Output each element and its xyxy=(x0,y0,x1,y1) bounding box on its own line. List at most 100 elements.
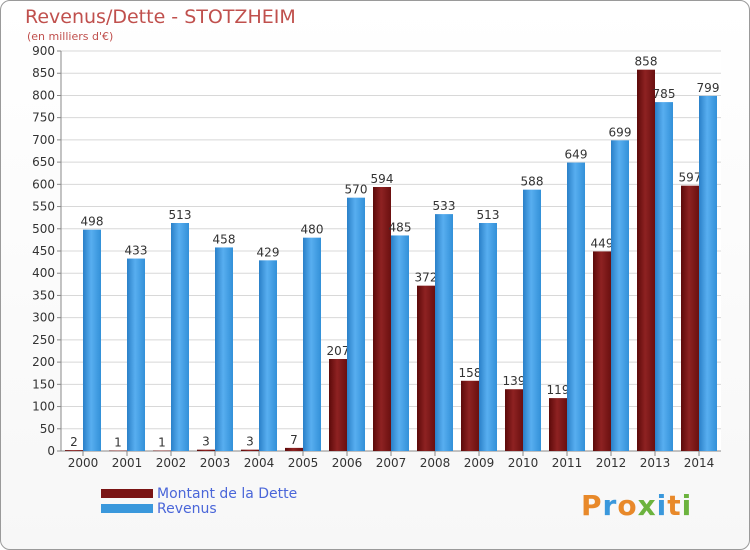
y-tick-label: 750 xyxy=(32,111,55,125)
data-label-revenus: 533 xyxy=(433,199,456,213)
data-label-dette: 594 xyxy=(371,172,394,186)
bar-revenus xyxy=(699,95,717,451)
y-tick-label: 300 xyxy=(32,311,55,325)
logo-letter: i xyxy=(681,489,693,522)
y-tick-label: 100 xyxy=(32,400,55,414)
bar-revenus xyxy=(83,229,101,451)
x-tick-label: 2009 xyxy=(464,456,495,470)
data-label-revenus: 513 xyxy=(477,208,500,222)
y-tick-label: 600 xyxy=(32,177,55,191)
data-label-revenus: 785 xyxy=(653,87,676,101)
x-tick-label: 2002 xyxy=(156,456,187,470)
data-label-dette: 858 xyxy=(635,55,658,69)
chart-title: Revenus/Dette - STOTZHEIM xyxy=(25,6,296,28)
legend-label-revenus: Revenus xyxy=(157,501,217,517)
data-label-dette: 372 xyxy=(415,271,438,285)
bar-dette xyxy=(505,389,523,451)
y-tick-label: 900 xyxy=(32,44,55,58)
data-label-revenus: 429 xyxy=(257,245,280,259)
logo-letter: x xyxy=(637,489,657,522)
data-label-revenus: 699 xyxy=(609,125,632,139)
data-label-revenus: 649 xyxy=(565,148,588,162)
data-label-dette: 597 xyxy=(679,171,702,185)
data-label-dette: 139 xyxy=(503,374,526,388)
x-tick-label: 2008 xyxy=(420,456,451,470)
logo-letter: P xyxy=(581,489,603,522)
bar-revenus xyxy=(479,223,497,451)
bar-dette xyxy=(549,398,567,451)
x-tick-label: 2004 xyxy=(244,456,275,470)
bar-revenus xyxy=(611,140,629,452)
data-label-dette: 1 xyxy=(158,436,166,450)
y-tick-label: 500 xyxy=(32,222,55,236)
bar-revenus xyxy=(347,197,365,451)
bar-dette xyxy=(373,187,391,451)
legend-swatch-dette xyxy=(101,489,153,498)
y-tick-label: 700 xyxy=(32,133,55,147)
bar-revenus xyxy=(435,214,453,451)
data-label-revenus: 480 xyxy=(301,223,324,237)
data-label-dette: 207 xyxy=(327,344,350,358)
bar-revenus xyxy=(127,258,145,451)
chart-subtitle: (en milliers d'€) xyxy=(27,30,114,43)
bar-dette xyxy=(681,185,699,451)
bar-dette xyxy=(461,380,479,451)
x-tick-label: 2001 xyxy=(112,456,143,470)
bar-revenus xyxy=(567,162,585,452)
data-label-dette: 119 xyxy=(547,383,570,397)
bar-dette xyxy=(417,285,435,451)
legend-label-dette: Montant de la Dette xyxy=(157,486,298,502)
y-tick-label: 650 xyxy=(32,155,55,169)
x-tick-label: 2006 xyxy=(332,456,363,470)
x-tick-label: 2005 xyxy=(288,456,319,470)
bar-dette xyxy=(329,359,347,451)
data-label-revenus: 458 xyxy=(213,232,236,246)
data-label-dette: 7 xyxy=(290,433,298,447)
data-label-dette: 3 xyxy=(202,435,210,449)
data-label-dette: 3 xyxy=(246,435,254,449)
y-tick-label: 350 xyxy=(32,288,55,302)
data-label-revenus: 433 xyxy=(125,244,148,258)
data-label-revenus: 588 xyxy=(521,175,544,189)
bar-dette xyxy=(241,449,259,451)
y-tick-label: 0 xyxy=(47,444,55,458)
logo-letter: o xyxy=(617,489,638,522)
bar-dette xyxy=(593,251,611,451)
bar-revenus xyxy=(523,189,541,451)
bar-revenus xyxy=(215,247,233,451)
logo-letter: r xyxy=(602,489,618,522)
x-tick-label: 2003 xyxy=(200,456,231,470)
legend-swatch-revenus xyxy=(101,504,153,513)
proxiti-logo: Proxiti xyxy=(581,489,692,522)
y-tick-label: 850 xyxy=(32,66,55,80)
data-label-revenus: 498 xyxy=(81,215,104,229)
bar-revenus xyxy=(259,260,277,451)
data-label-revenus: 799 xyxy=(697,81,720,95)
bar-revenus xyxy=(171,223,189,451)
x-tick-label: 2011 xyxy=(552,456,583,470)
bar-dette xyxy=(637,69,655,452)
x-tick-label: 2000 xyxy=(68,456,99,470)
data-label-dette: 1 xyxy=(114,436,122,450)
x-tick-label: 2013 xyxy=(640,456,671,470)
bar-revenus xyxy=(303,237,321,451)
x-tick-label: 2010 xyxy=(508,456,539,470)
data-label-dette: 158 xyxy=(459,366,482,380)
bar-revenus xyxy=(391,235,409,451)
y-tick-label: 50 xyxy=(40,422,55,436)
y-tick-label: 150 xyxy=(32,377,55,391)
y-tick-label: 400 xyxy=(32,266,55,280)
data-label-revenus: 570 xyxy=(345,183,368,197)
x-tick-label: 2007 xyxy=(376,456,407,470)
bar-dette xyxy=(197,449,215,451)
bar-dette xyxy=(285,447,303,451)
data-label-dette: 449 xyxy=(591,236,614,250)
logo-letter: t xyxy=(667,489,682,522)
bar-dette xyxy=(65,450,83,451)
y-tick-label: 450 xyxy=(32,244,55,258)
data-label-dette: 2 xyxy=(70,435,78,449)
logo-letter: i xyxy=(656,489,668,522)
data-label-revenus: 513 xyxy=(169,208,192,222)
